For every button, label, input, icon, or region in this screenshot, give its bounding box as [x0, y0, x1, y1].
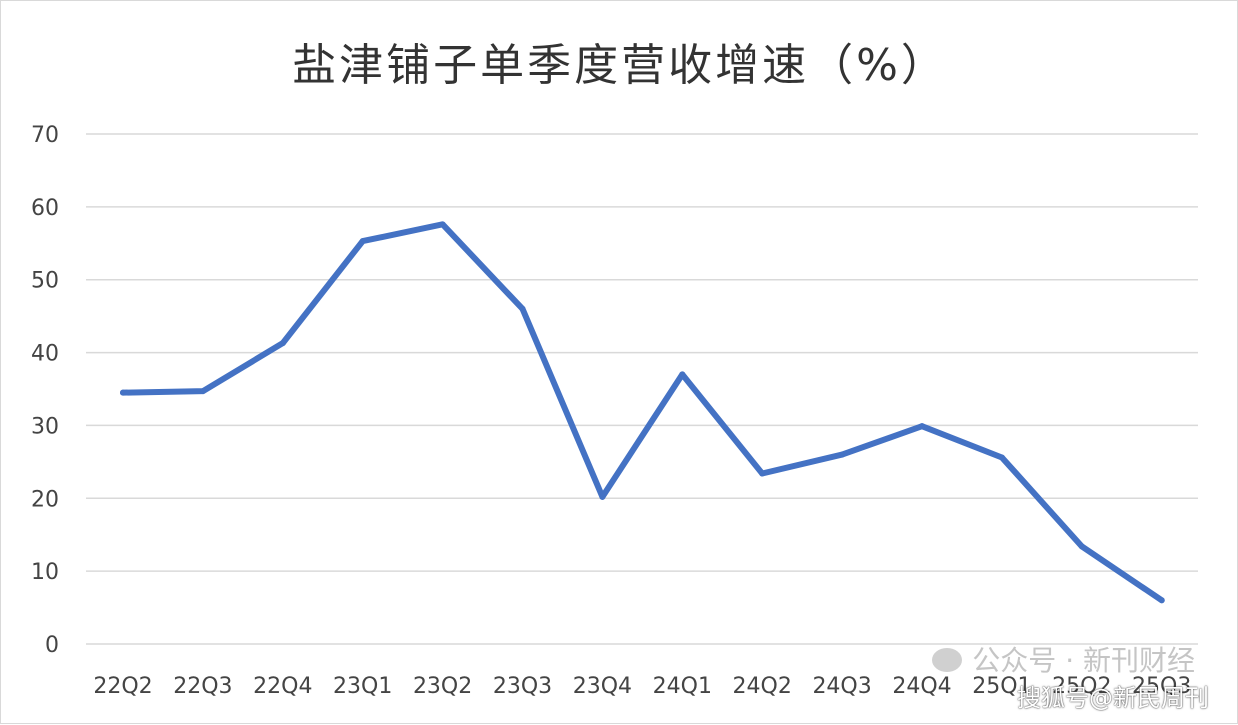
- x-tick-label: 23Q1: [333, 674, 392, 699]
- x-tick-label: 24Q3: [812, 674, 871, 699]
- data-point: [919, 423, 925, 430]
- x-tick-label: 25Q3: [1132, 674, 1191, 699]
- x-tick-label: 25Q2: [1052, 674, 1111, 699]
- data-point: [439, 221, 446, 228]
- data-point: [599, 493, 606, 500]
- data-point: [998, 454, 1005, 461]
- data-point: [1158, 597, 1165, 604]
- data-point: [199, 388, 206, 395]
- watermark-wechat: 公众号 · 新刊财经: [932, 639, 1195, 679]
- y-tick-label: 50: [31, 269, 59, 294]
- x-tick-label: 24Q2: [733, 674, 792, 699]
- x-tick-label: 22Q2: [93, 674, 152, 699]
- y-tick-label: 0: [45, 633, 59, 658]
- x-tick-label: 23Q4: [573, 674, 632, 699]
- watermark-wechat-text: 公众号 · 新刊财经: [972, 644, 1195, 677]
- wechat-icon: [932, 648, 963, 672]
- series-line: [120, 221, 1165, 604]
- data-point: [359, 238, 366, 245]
- x-tick-label: 23Q3: [493, 674, 552, 699]
- y-tick-label: 20: [31, 487, 59, 512]
- data-point: [519, 305, 526, 312]
- watermark-sohu: 搜狐号@新民周刊: [1017, 684, 1209, 712]
- y-tick-label: 10: [31, 560, 59, 585]
- y-tick-label: 30: [31, 414, 59, 439]
- x-tick-label: 22Q4: [253, 674, 312, 699]
- y-tick-label: 40: [31, 342, 59, 367]
- x-tick-label: 22Q3: [173, 674, 232, 699]
- x-tick-label: 24Q1: [653, 674, 712, 699]
- data-point: [1078, 543, 1085, 550]
- data-point: [759, 470, 766, 477]
- x-tick-label: 25Q1: [972, 674, 1031, 699]
- data-point: [839, 451, 846, 458]
- data-point: [279, 340, 286, 347]
- data-point: [120, 389, 126, 396]
- y-tick-label: 60: [31, 196, 59, 221]
- x-tick-label: 23Q2: [413, 674, 472, 699]
- x-tick-label: 24Q4: [892, 674, 951, 699]
- y-tick-label: 70: [31, 123, 59, 148]
- chart-title: 盐津铺子单季度营收增速（%）: [292, 40, 948, 91]
- data-point: [679, 371, 686, 378]
